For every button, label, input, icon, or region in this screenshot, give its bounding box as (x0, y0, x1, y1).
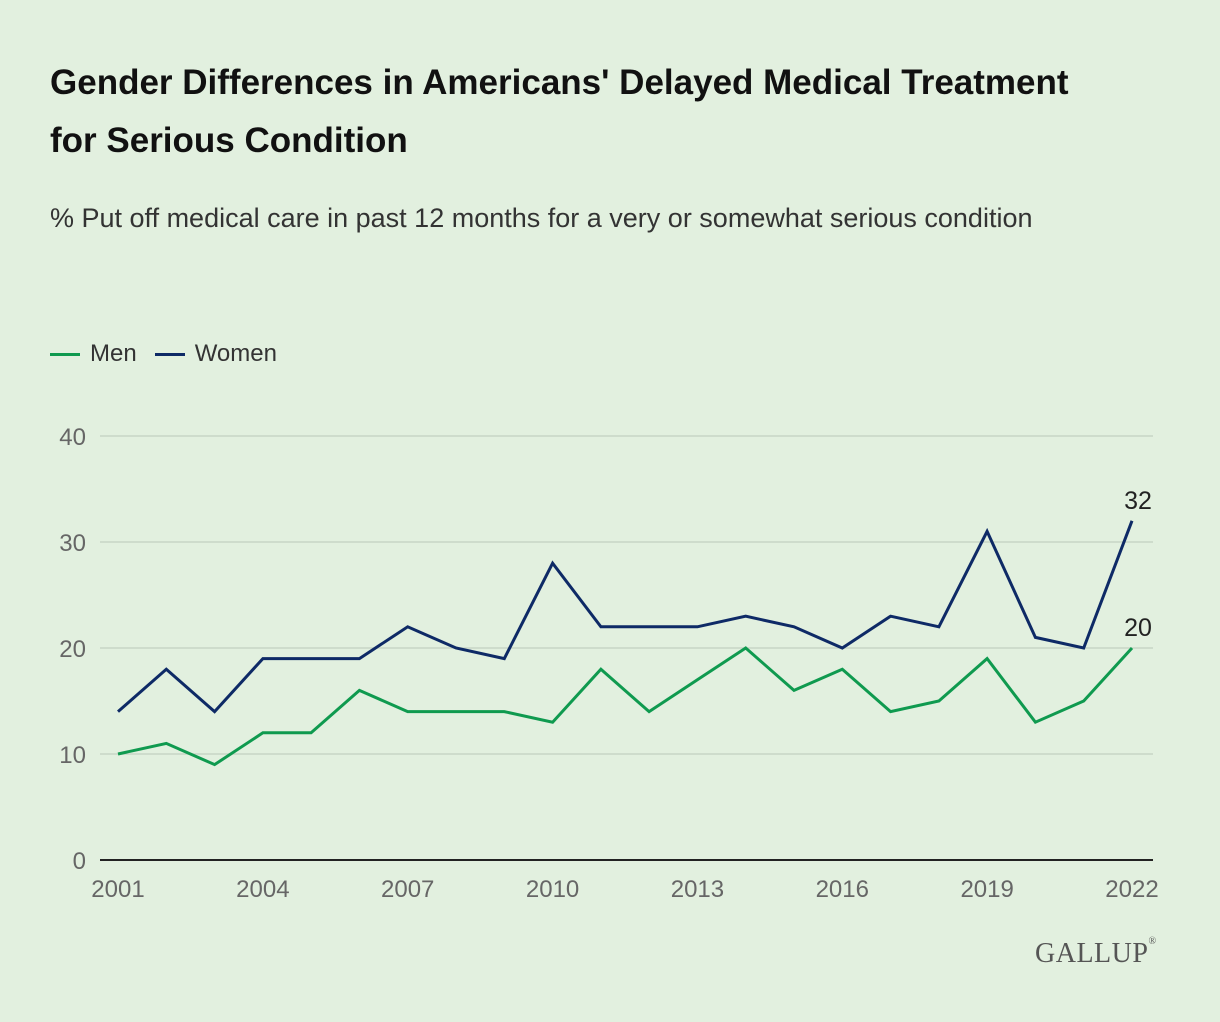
y-tick-label-10: 10 (59, 742, 86, 769)
registered-mark: ® (1148, 936, 1157, 947)
series-line-women (117, 520, 1134, 714)
x-tick-label-2004: 2004 (236, 876, 289, 903)
legend-swatch-men (50, 352, 80, 356)
chart-title: Gender Differences in Americans' Delayed… (50, 63, 1069, 160)
y-tick-label-20: 20 (59, 636, 86, 663)
legend-item-women: Women (154, 340, 277, 368)
x-tick-label-2007: 2007 (381, 876, 434, 903)
series-line-men (117, 646, 1134, 767)
y-tick-label-30: 30 (59, 530, 86, 557)
legend-label-men: Men (90, 340, 137, 367)
legend-item-men: Men (50, 340, 137, 368)
y-tick-label-0: 0 (73, 848, 86, 875)
x-tick-label-2019: 2019 (960, 876, 1013, 903)
gallup-logo: GALLUP® (1035, 936, 1157, 970)
legend-label-women: Women (194, 340, 277, 367)
chart-subtitle: % Put off medical care in past 12 months… (50, 203, 1033, 233)
x-tick-label-2010: 2010 (526, 876, 579, 903)
x-tick-label-2022: 2022 (1105, 876, 1158, 903)
x-tick-label-2001: 2001 (91, 876, 144, 903)
data-label-women-end: 32 (1124, 487, 1152, 515)
x-tick-label-2013: 2013 (671, 876, 724, 903)
gallup-logo-text: GALLUP (1035, 938, 1149, 969)
legend-swatch-women (154, 352, 185, 356)
x-tick-label-2016: 2016 (816, 876, 869, 903)
data-label-men-end: 20 (1124, 614, 1152, 642)
chart-legend: Men Women (50, 340, 295, 368)
y-tick-label-40: 40 (59, 424, 86, 451)
